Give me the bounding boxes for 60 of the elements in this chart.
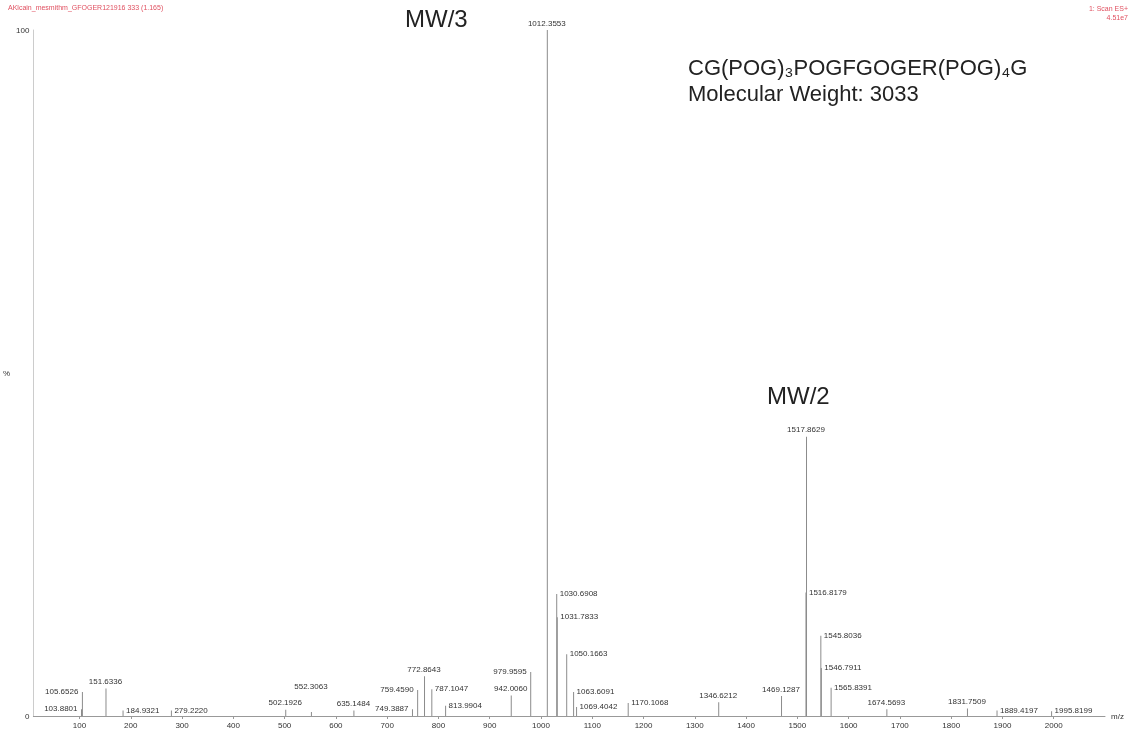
y-tick-label: 0	[24, 711, 30, 721]
annotation: 1831.7509	[948, 696, 987, 706]
annotation: 1517.8629	[787, 425, 826, 435]
annotation: 813.9904	[448, 700, 483, 710]
x-tick-label: 100	[72, 720, 87, 730]
annotation: 1546.7911	[824, 662, 863, 672]
annotation: 1516.8179	[808, 587, 848, 597]
annotation: 1889.4197	[1000, 705, 1039, 715]
annotation: 787.1047	[434, 684, 469, 694]
annotation: 1050.1663	[569, 649, 609, 659]
annotation: 1565.8391	[834, 682, 873, 692]
x-tick-label: 600	[329, 720, 344, 730]
annotation: MW/3	[405, 4, 468, 32]
annotation: 1069.4042	[579, 702, 618, 712]
x-tick-label: 400	[226, 720, 241, 730]
x-tick-label: 1800	[942, 720, 961, 730]
annotation: 942.0060	[494, 683, 528, 693]
annotation: 184.9321	[126, 705, 160, 715]
y-axis-title: %	[2, 368, 11, 378]
annotation: 279.2220	[174, 705, 209, 715]
annotation: 1031.7833	[560, 612, 599, 622]
annotation: 1469.1287	[762, 684, 801, 694]
x-tick-label: 1700	[891, 720, 910, 730]
x-tick-label: 1200	[634, 720, 653, 730]
x-tick-label: 1900	[993, 720, 1012, 730]
annotation: 1063.6091	[576, 686, 615, 696]
x-tick-label: 1500	[788, 720, 807, 730]
x-axis-title: m/z	[1111, 711, 1124, 721]
x-tick-label: 1000	[532, 720, 551, 730]
annotation: MW/2	[767, 381, 830, 409]
annotation: 502.1926	[268, 698, 303, 708]
annotation: 552.3063	[294, 682, 329, 692]
annotation: 151.6336	[88, 677, 123, 687]
annotation: 103.8801	[44, 704, 79, 714]
x-tick-label: 1600	[839, 720, 859, 730]
annotation: 772.8643	[407, 664, 442, 674]
x-tick-label: 200	[124, 720, 138, 730]
x-tick-label: 700	[380, 720, 395, 730]
annotation: 1674.5693	[867, 697, 906, 707]
x-tick-label: 300	[175, 720, 190, 730]
annotation: 1346.6212	[699, 690, 738, 700]
annotation: Molecular Weight: 3033	[688, 80, 919, 106]
annotation: 749.3887	[375, 704, 410, 714]
x-tick-label: 900	[483, 720, 497, 730]
annotation: 1995.8199	[1054, 706, 1093, 716]
x-tick-label: 500	[277, 720, 292, 730]
annotation: 1545.8036	[823, 630, 863, 640]
x-tick-label: 800	[431, 720, 446, 730]
x-tick-label: 1400	[737, 720, 756, 730]
annotation: 1012.3553	[527, 18, 567, 28]
annotation: CG(POG)₃POGFGOGER(POG)₄G	[688, 54, 1028, 80]
annotation: 1170.1068	[631, 697, 669, 707]
annotation: 1030.6908	[559, 588, 599, 598]
annotation: 105.6526	[45, 686, 79, 696]
annotation: 635.1484	[336, 699, 371, 709]
x-tick-label: 2000	[1044, 720, 1064, 730]
x-tick-label: 1100	[583, 720, 602, 730]
x-tick-label: 1300	[685, 720, 705, 730]
annotation: 759.4590	[380, 684, 415, 694]
annotation: 979.9595	[493, 667, 528, 677]
